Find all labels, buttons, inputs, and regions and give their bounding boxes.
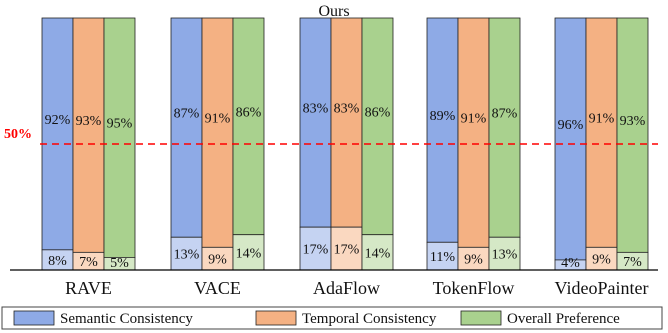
data-label-baseline: 13% bbox=[174, 248, 200, 263]
bar-ours bbox=[201, 17, 234, 248]
bar-ours bbox=[554, 17, 587, 261]
bar-baseline bbox=[330, 226, 363, 271]
data-label-baseline: 11% bbox=[430, 250, 455, 265]
category-label: VideoPainter bbox=[555, 278, 649, 298]
bar-ours bbox=[361, 17, 394, 236]
data-label-ours: 95% bbox=[107, 117, 133, 132]
data-label-baseline: 14% bbox=[365, 246, 391, 261]
legend-label: Temporal Consistency bbox=[302, 311, 437, 327]
legend-swatch bbox=[255, 310, 297, 326]
data-label-ours: 91% bbox=[205, 112, 231, 127]
bar-ours bbox=[488, 17, 521, 238]
data-label-ours: 89% bbox=[430, 109, 456, 124]
data-label-ours: 93% bbox=[620, 114, 646, 129]
data-label-baseline: 14% bbox=[236, 246, 262, 261]
data-label-baseline: 8% bbox=[48, 254, 67, 269]
data-label-ours: 93% bbox=[76, 114, 102, 129]
data-label-baseline: 4% bbox=[561, 256, 580, 271]
bar-baseline bbox=[232, 234, 265, 271]
category-label: AdaFlow bbox=[313, 278, 380, 298]
data-label-ours: 87% bbox=[174, 107, 200, 122]
data-label-ours: 86% bbox=[365, 105, 391, 120]
bar-ours bbox=[299, 17, 332, 228]
reference-label: 50% bbox=[4, 127, 32, 142]
data-label-baseline: 17% bbox=[303, 243, 329, 258]
bar-ours bbox=[170, 17, 203, 238]
data-label-ours: 87% bbox=[492, 107, 518, 122]
data-label-baseline: 9% bbox=[464, 253, 483, 268]
category-label: TokenFlow bbox=[433, 278, 515, 298]
data-label-ours: 83% bbox=[303, 102, 329, 117]
bar-ours bbox=[330, 17, 363, 228]
data-label-ours: 91% bbox=[461, 112, 487, 127]
data-label-baseline: 9% bbox=[208, 253, 227, 268]
data-label-ours: 83% bbox=[334, 102, 360, 117]
bar-ours bbox=[426, 17, 459, 243]
legend-swatch bbox=[460, 310, 502, 326]
bar-ours bbox=[103, 17, 136, 258]
bar-ours bbox=[41, 17, 74, 251]
category-label: RAVE bbox=[65, 278, 112, 298]
bar-ours bbox=[616, 17, 649, 253]
legend-label: Overall Preference bbox=[507, 311, 620, 327]
data-label-ours: 92% bbox=[45, 113, 71, 128]
data-label-ours: 91% bbox=[589, 112, 615, 127]
data-label-baseline: 7% bbox=[623, 255, 642, 270]
data-label-baseline: 13% bbox=[492, 248, 518, 263]
data-label-baseline: 5% bbox=[110, 256, 129, 271]
data-label-baseline: 7% bbox=[79, 255, 98, 270]
legend-swatch bbox=[13, 310, 55, 326]
data-label-ours: 96% bbox=[558, 118, 584, 133]
bar-ours bbox=[72, 17, 105, 253]
data-label-baseline: 9% bbox=[592, 253, 611, 268]
bar-ours bbox=[585, 17, 618, 248]
bar-ours bbox=[457, 17, 490, 248]
ours-label: Ours bbox=[318, 3, 349, 20]
category-label: VACE bbox=[194, 278, 241, 298]
legend-label: Semantic Consistency bbox=[60, 311, 193, 327]
data-label-ours: 86% bbox=[236, 105, 262, 120]
data-label-baseline: 17% bbox=[334, 243, 360, 258]
bar-ours bbox=[232, 17, 265, 236]
